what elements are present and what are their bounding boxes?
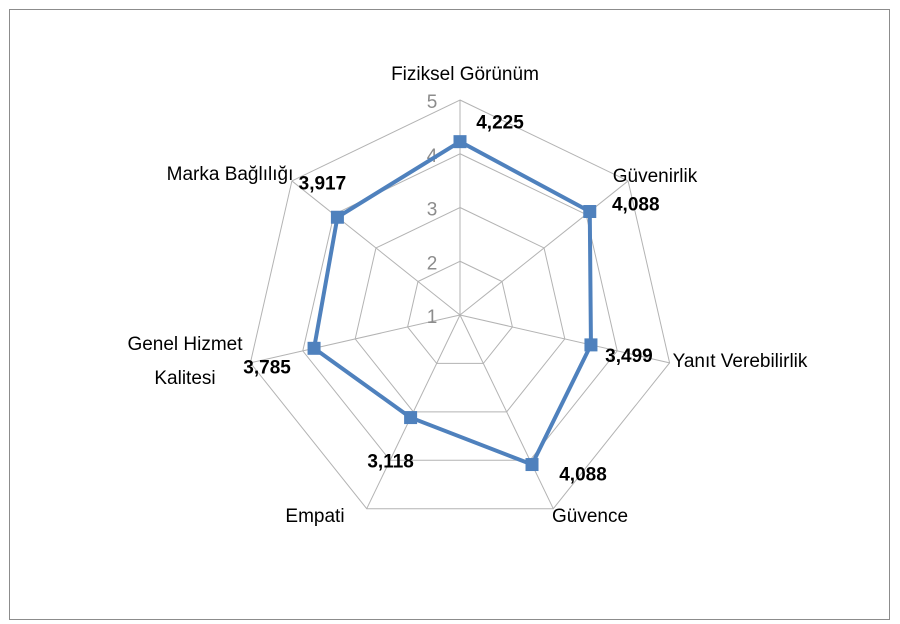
spoke	[250, 314, 461, 364]
y-tick-label: 1	[427, 307, 438, 328]
data-marker	[453, 135, 467, 149]
category-label-text: Güvenirlik	[612, 166, 698, 187]
data-label: 4,225	[476, 113, 524, 134]
category-label: Empati	[285, 506, 345, 527]
y-tick-label: 2	[427, 253, 438, 274]
spoke	[459, 180, 629, 316]
category-label: Yanıt Verebilirlik	[672, 351, 808, 372]
data-label: 4,088	[612, 195, 660, 216]
category-label-text: Empati	[285, 506, 345, 527]
category-label: Fiziksel Görünüm	[391, 64, 539, 85]
spoke	[459, 314, 670, 364]
category-label: Marka Bağlılığı	[166, 164, 294, 185]
data-marker	[307, 341, 321, 355]
data-marker	[583, 205, 597, 219]
data-marker	[404, 411, 418, 425]
y-tick-label: 5	[427, 92, 438, 113]
grid-line	[354, 206, 566, 413]
category-label: Güvenirlik	[612, 166, 698, 187]
grid-line	[249, 99, 671, 510]
data-marker	[330, 210, 344, 224]
data-marker	[584, 338, 598, 352]
data-label: 3,917	[299, 173, 347, 194]
series-line	[312, 139, 593, 467]
category-label-text: Güvence	[551, 506, 629, 527]
data-label: 4,088	[559, 465, 607, 486]
category-label-text: Genel Hizmet Kalitesi	[127, 334, 243, 389]
category-label-text: Fiziksel Görünüm	[391, 64, 539, 85]
category-label: Genel Hizmet Kalitesi	[127, 334, 243, 389]
data-label: 3,785	[243, 357, 291, 378]
category-label-text: Marka Bağlılığı	[166, 164, 294, 185]
grid-line	[407, 260, 513, 364]
data-label: 3,118	[367, 452, 414, 473]
spoke	[459, 314, 554, 509]
category-label-text: Yanıt Verebilirlik	[672, 351, 808, 372]
y-tick-label: 4	[427, 146, 438, 167]
data-label: 3,499	[605, 346, 653, 367]
y-tick-label: 3	[427, 200, 438, 221]
chart-border	[9, 9, 890, 620]
category-label: Güvence	[551, 506, 629, 527]
data-marker	[525, 458, 539, 472]
spoke	[291, 180, 461, 316]
